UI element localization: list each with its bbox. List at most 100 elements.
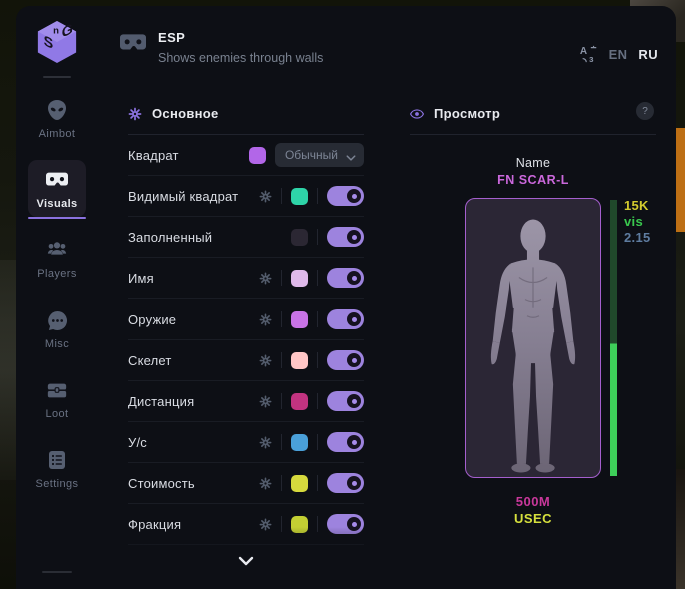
toggle-switch[interactable] [327,227,364,247]
main-panel-title: Основное [152,106,219,121]
color-swatch[interactable] [291,310,308,328]
sidebar-item-label: Misc [44,338,70,350]
settings-row: Оружие [128,299,364,340]
sidebar-item-label: Aimbot [38,128,76,140]
divider [317,352,318,368]
color-swatch[interactable] [291,515,308,533]
setting-label: Фракция [128,516,182,532]
color-swatch[interactable] [291,392,308,410]
toggle-switch[interactable] [327,350,364,370]
help-button[interactable]: ? [636,102,654,120]
toggle-switch[interactable] [327,473,364,493]
style-dropdown[interactable]: Обычный [274,143,364,167]
faction-value: USEC [513,511,553,526]
sidebar-divider [43,76,71,78]
setting-label: Оружие [128,311,177,327]
toggle-switch[interactable] [327,186,364,206]
health-bar [610,200,617,476]
setting-label: У/с [128,434,147,450]
preview-panel-header: Просмотр ? [409,102,656,135]
sidebar-bottom-divider [42,571,72,573]
sidebar-item-visuals[interactable]: Visuals [28,160,86,219]
setting-label: Имя [128,270,154,286]
toggle-switch[interactable] [327,268,364,288]
setting-label: Стоимость [128,475,195,491]
toggle-switch[interactable] [327,514,364,534]
goggles-icon [46,169,68,191]
setting-label: Видимый квадрат [128,188,239,204]
setting-label: Заполненный [128,229,213,245]
sidebar-item-players[interactable]: Players [28,230,86,287]
divider [281,434,282,450]
gear-icon[interactable] [259,395,272,408]
divider [281,352,282,368]
toggle-switch[interactable] [327,309,364,329]
gear-icon[interactable] [259,272,272,285]
scroll-down-chevron-icon[interactable] [238,553,254,566]
gear-icon[interactable] [259,354,272,367]
preview-panel-title: Просмотр [434,106,501,121]
color-swatch[interactable] [248,146,266,164]
list-icon [46,449,68,471]
toggle-switch[interactable] [327,432,364,452]
background-highlight [0,260,16,480]
sidebar-nav: Aimbot Visuals Players Misc Loot Setting… [16,90,98,497]
divider [317,434,318,450]
gear-icon[interactable] [259,436,272,449]
toggle-switch[interactable] [327,391,364,411]
svg-text:n: n [53,25,59,36]
divider [281,475,282,491]
svg-text:з: з [589,54,594,64]
gear-icon[interactable] [259,190,272,203]
color-swatch[interactable] [291,228,308,246]
setting-label: Скелет [128,352,172,368]
eye-icon [409,107,425,121]
sidebar-item-settings[interactable]: Settings [28,440,86,497]
sidebar-item-loot[interactable]: Loot [28,370,86,427]
color-swatch[interactable] [291,433,308,451]
divider [281,270,282,286]
panels: Основное Квадрат Обычный Видимый квадрат [98,90,676,589]
preview-panel: Просмотр ? Name FN SCAR-L [364,90,676,589]
gear-icon [128,107,142,121]
color-swatch[interactable] [291,187,308,205]
language-option-en[interactable]: EN [608,46,628,62]
name-label: Name [515,156,551,170]
divider [317,270,318,286]
color-swatch[interactable] [291,351,308,369]
divider [317,475,318,491]
setting-label: Дистанция [128,393,195,409]
settings-row: Стоимость [128,463,364,504]
sidebar-item-aimbot[interactable]: Aimbot [28,90,86,147]
divider [317,516,318,532]
gear-icon[interactable] [259,518,272,531]
divider [281,516,282,532]
divider [281,311,282,327]
settings-row: У/с [128,422,364,463]
divider [281,188,282,204]
language-options: EN RU [609,47,658,62]
divider [317,188,318,204]
users-icon [46,239,68,261]
gear-icon[interactable] [259,313,272,326]
color-swatch[interactable] [291,474,308,492]
settings-rows: Квадрат Обычный Видимый квадрат З [128,135,364,589]
svg-text:A: A [579,46,586,57]
color-swatch[interactable] [291,269,308,287]
model-preview: 15K vis 2.15 500M USEC [465,198,650,526]
sidebar-item-misc[interactable]: Misc [28,300,86,357]
svg-text:S: S [44,32,54,52]
player-model-figure [474,215,592,477]
esp-stat: 2.15 [624,230,651,245]
background-bottom-right [675,469,685,589]
gear-icon[interactable] [259,477,272,490]
settings-row: Фракция [128,504,364,545]
main-settings-panel: Основное Квадрат Обычный Видимый квадрат [128,90,364,589]
language-option-ru[interactable]: RU [638,46,658,62]
main-panel-header: Основное [128,106,364,135]
